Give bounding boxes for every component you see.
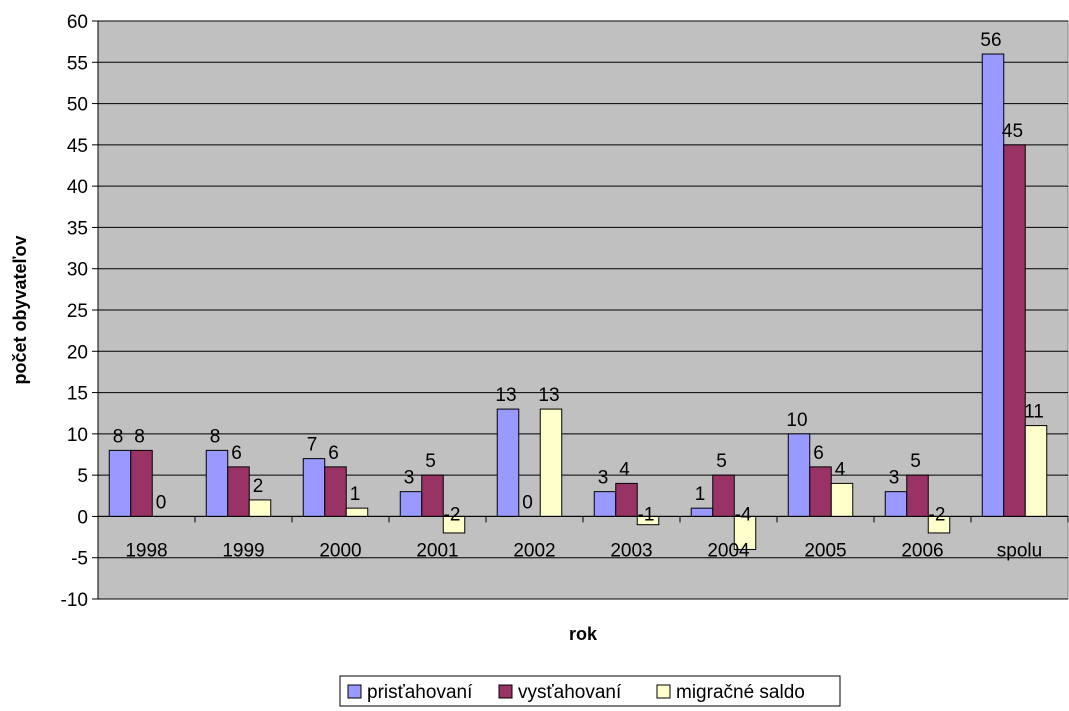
- data-label: 1: [350, 484, 361, 505]
- y-axis-title: počet obyvateľov: [10, 236, 30, 385]
- y-tick-label: 35: [67, 218, 88, 239]
- x-tick-label: 2003: [610, 540, 652, 561]
- bar: [787, 433, 811, 517]
- x-tick-label: spolu: [997, 540, 1042, 561]
- bar: [981, 53, 1005, 517]
- legend: prisťahovaní vysťahovaní migračné saldo: [339, 675, 841, 707]
- bar: [884, 491, 908, 517]
- bar: [690, 507, 714, 517]
- bar: [421, 474, 444, 517]
- bar: [712, 474, 735, 517]
- y-tick-label: 45: [67, 136, 88, 157]
- bar: [906, 474, 929, 517]
- data-label: 3: [598, 468, 609, 489]
- x-tick-label: 2002: [513, 540, 555, 561]
- y-tick-label: 30: [67, 260, 88, 281]
- x-tick-label: 2004: [707, 540, 750, 561]
- data-label: -2: [444, 504, 461, 525]
- y-tick-label: 15: [67, 384, 88, 405]
- bars-layer: [108, 53, 1048, 550]
- data-label: 4: [619, 459, 630, 480]
- data-label: -1: [638, 504, 655, 525]
- data-label: 6: [813, 443, 824, 464]
- data-label: 5: [910, 451, 921, 472]
- y-tick-label: 40: [67, 177, 88, 198]
- data-label: 7: [307, 435, 318, 456]
- legend-box: [339, 675, 841, 707]
- y-tick-label: 5: [77, 466, 88, 487]
- y-tick-label: 25: [67, 301, 88, 322]
- data-label: 5: [425, 451, 436, 472]
- bar: [248, 499, 272, 517]
- bar: [302, 458, 326, 517]
- y-tick-label: -10: [61, 590, 88, 611]
- x-axis-title: rok: [569, 624, 598, 644]
- legend-label: prisťahovaní: [367, 682, 473, 703]
- data-label: -4: [735, 504, 752, 525]
- grid-lines: [98, 20, 1068, 600]
- data-label: 10: [786, 410, 807, 431]
- x-tick-label: 2001: [416, 540, 458, 561]
- data-label: 6: [231, 443, 242, 464]
- data-label: 2: [253, 476, 264, 497]
- legend-swatch: [347, 684, 362, 699]
- y-tick-label: 0: [77, 507, 88, 528]
- data-label: 3: [404, 468, 415, 489]
- x-tick-label: 2006: [901, 540, 943, 561]
- legend-swatch: [498, 684, 513, 699]
- legend-swatch: [656, 684, 671, 699]
- data-label: 6: [328, 443, 339, 464]
- y-tick-label: 20: [67, 342, 88, 363]
- x-tick-label: 2005: [804, 540, 846, 561]
- data-label: 11: [1024, 402, 1044, 423]
- y-tick-label: 10: [67, 425, 88, 446]
- bar: [205, 449, 229, 517]
- bar: [809, 466, 832, 517]
- data-label: 3: [889, 468, 900, 489]
- y-tick-label: -5: [71, 549, 88, 570]
- bar: [615, 482, 638, 517]
- x-tick-label: 2000: [319, 540, 361, 561]
- bar: [539, 408, 563, 517]
- data-label: 13: [538, 385, 559, 406]
- data-label: 8: [210, 426, 221, 447]
- data-label: 0: [156, 492, 167, 513]
- x-tick-label: 1998: [125, 540, 167, 561]
- data-label: 4: [835, 459, 846, 480]
- data-label: 5: [716, 451, 727, 472]
- data-label: -2: [929, 504, 946, 525]
- bar: [130, 449, 153, 517]
- bar: [496, 408, 520, 517]
- bar: [1024, 425, 1048, 517]
- bar: [345, 507, 369, 517]
- legend-label: migračné saldo: [676, 682, 805, 703]
- bar: [227, 466, 250, 517]
- data-label: 0: [522, 492, 533, 513]
- bar: [399, 491, 423, 517]
- legend-label: vysťahovaní: [518, 682, 622, 703]
- data-label: 45: [1002, 121, 1023, 142]
- data-label: 1: [695, 484, 706, 505]
- bar: [830, 482, 854, 517]
- y-tick-label: 55: [67, 53, 88, 74]
- data-label: 8: [134, 426, 145, 447]
- bar: [324, 466, 347, 517]
- bar: [593, 491, 617, 517]
- data-label: 13: [495, 385, 516, 406]
- y-tick-label: 60: [67, 12, 88, 33]
- bar: [108, 449, 132, 517]
- y-tick-label: 50: [67, 95, 88, 116]
- bar: [1003, 144, 1026, 517]
- x-tick-label: 1999: [222, 540, 264, 561]
- data-label: 8: [113, 426, 124, 447]
- data-label: 56: [980, 30, 1001, 51]
